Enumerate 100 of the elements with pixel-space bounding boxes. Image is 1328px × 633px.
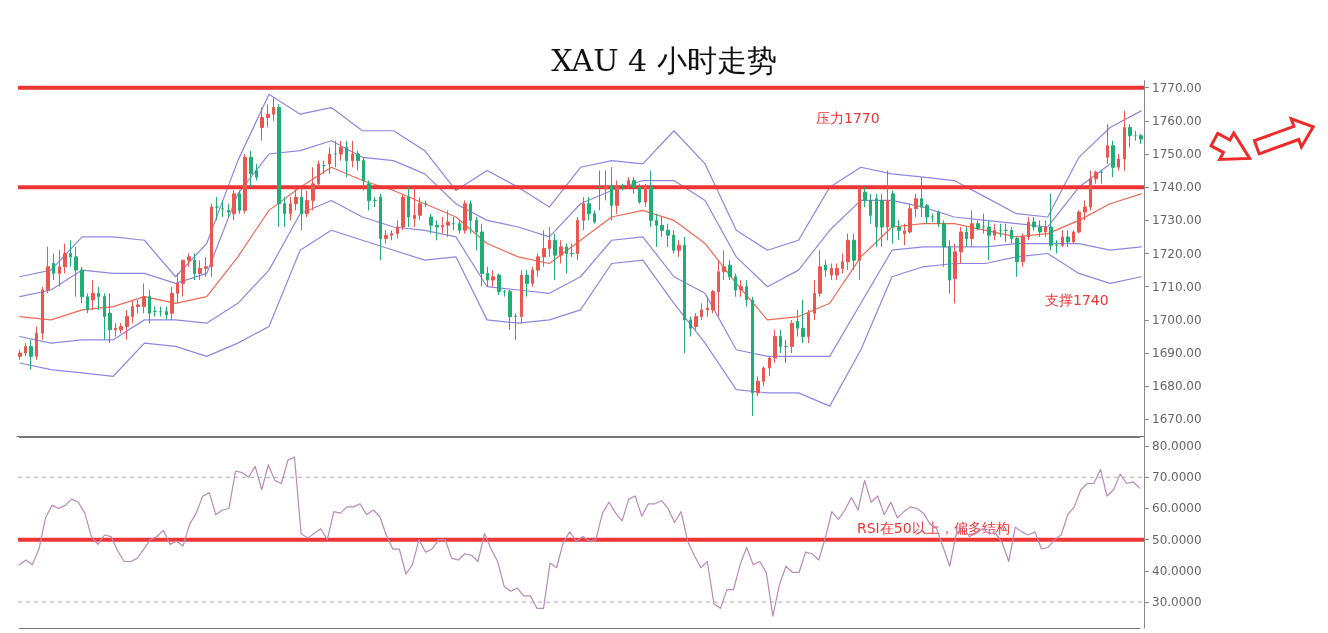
- candlestick: [97, 286, 100, 311]
- candlestick: [632, 176, 636, 195]
- y-tick-label: 1670.00: [1152, 412, 1202, 427]
- line-series: [18, 456, 1141, 617]
- candlestick: [1139, 133, 1143, 145]
- candlestick: [745, 279, 748, 308]
- y-tick-label: 1710.00: [1152, 279, 1202, 294]
- candlestick: [486, 266, 489, 288]
- candlestick: [536, 253, 540, 278]
- candlestick: [728, 259, 732, 281]
- y-tick-label: 30.0000: [1152, 595, 1202, 610]
- candlestick: [1072, 229, 1075, 245]
- candlestick: [644, 183, 647, 208]
- candlestick: [734, 272, 737, 298]
- y-tick-label: 1720.00: [1152, 246, 1202, 261]
- candlestick: [311, 166, 315, 211]
- candlestick: [407, 186, 410, 228]
- candlestick: [181, 259, 185, 298]
- candlestick: [706, 296, 709, 318]
- candlestick: [666, 223, 670, 248]
- candlestick: [835, 262, 839, 281]
- candlestick: [24, 342, 27, 357]
- y-tick-label: 1760.00: [1152, 113, 1202, 128]
- y-tick-label: 60.0000: [1152, 501, 1202, 516]
- candlestick: [559, 239, 563, 264]
- candlestick: [458, 219, 461, 235]
- candlestick: [807, 309, 810, 344]
- candlestick: [328, 146, 331, 175]
- y-tick-label: 70.0000: [1152, 470, 1202, 485]
- candlestick: [942, 219, 946, 268]
- y-tick-label: 1750.00: [1152, 146, 1202, 161]
- candlestick: [114, 322, 117, 337]
- candlestick: [142, 282, 146, 314]
- candlestick: [677, 239, 681, 258]
- candlestick: [880, 193, 884, 248]
- candlestick: [232, 189, 236, 221]
- candlestick: [238, 189, 241, 215]
- candlestick: [1032, 216, 1036, 231]
- candlestick: [976, 219, 980, 231]
- candlestick: [379, 193, 382, 261]
- candlestick: [272, 97, 275, 122]
- candlestick: [435, 219, 439, 241]
- candlestick: [542, 229, 546, 268]
- candlestick: [249, 150, 253, 188]
- candlestick: [615, 180, 619, 215]
- candlestick: [784, 339, 788, 364]
- candlestick: [131, 299, 134, 324]
- candlestick: [908, 203, 912, 235]
- candlestick: [283, 196, 286, 228]
- candlestick: [1117, 153, 1120, 172]
- candlestick: [1077, 209, 1081, 235]
- candlestick: [841, 253, 844, 274]
- candlestick: [700, 302, 703, 321]
- candlestick: [796, 309, 799, 337]
- candlestick: [863, 186, 867, 208]
- candlestick: [418, 196, 422, 221]
- candlestick: [351, 140, 354, 168]
- candlestick: [768, 355, 771, 377]
- candlestick: [334, 140, 337, 168]
- candlestick: [41, 286, 44, 341]
- candlestick: [80, 266, 84, 304]
- candlestick: [221, 199, 224, 218]
- candlestick: [294, 186, 298, 211]
- candlestick: [937, 209, 940, 228]
- candlestick: [959, 226, 963, 264]
- candlestick: [367, 180, 371, 211]
- candlestick: [396, 219, 399, 240]
- candlestick: [63, 243, 67, 274]
- candlestick: [779, 329, 782, 354]
- candlestick: [1015, 236, 1019, 278]
- candlestick: [1123, 110, 1126, 172]
- candlestick: [852, 233, 856, 271]
- candlestick: [694, 312, 698, 331]
- candlestick: [627, 176, 630, 190]
- candlestick: [920, 176, 923, 218]
- candlestick: [751, 296, 754, 417]
- candlestick: [576, 216, 579, 261]
- candlestick: [356, 150, 360, 172]
- candlestick: [1094, 170, 1098, 185]
- candlestick: [672, 229, 675, 255]
- candlestick: [277, 103, 281, 228]
- candlestick: [1004, 223, 1008, 243]
- candlestick: [193, 253, 196, 281]
- candlestick: [165, 306, 168, 321]
- candlestick: [655, 213, 658, 248]
- candlestick: [1044, 219, 1047, 238]
- candlestick: [1106, 123, 1109, 165]
- candlestick: [813, 279, 816, 321]
- candlestick: [925, 203, 929, 225]
- candlestick: [514, 312, 517, 341]
- candlestick: [790, 319, 794, 354]
- candlestick: [1128, 123, 1132, 148]
- candlestick: [891, 189, 895, 245]
- chart-title: XAU 4 小时走势: [551, 42, 777, 78]
- candlestick: [148, 289, 151, 324]
- candlestick: [289, 196, 292, 221]
- candlestick: [446, 209, 450, 238]
- candlestick: [317, 160, 320, 188]
- y-tick-label: 40.0000: [1152, 563, 1202, 578]
- candlestick: [553, 233, 557, 281]
